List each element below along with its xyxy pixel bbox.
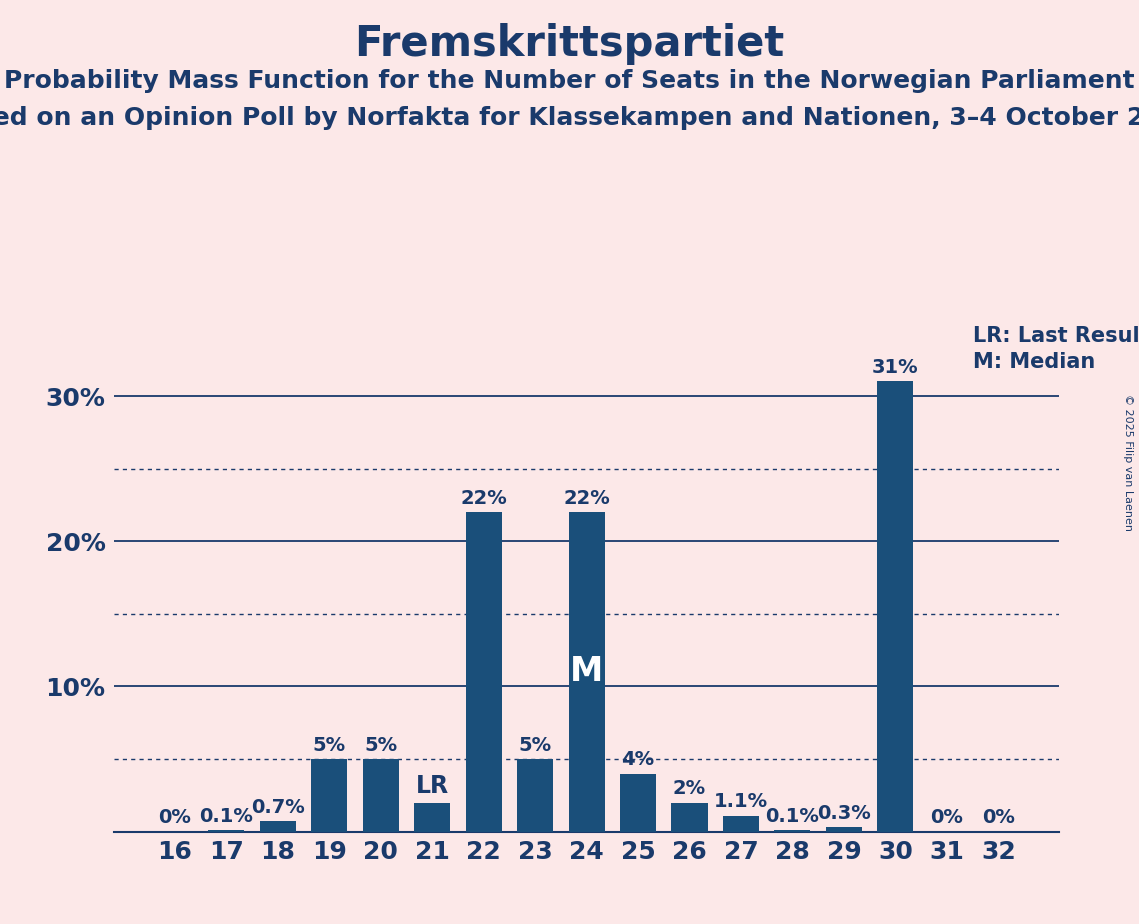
Text: Probability Mass Function for the Number of Seats in the Norwegian Parliament: Probability Mass Function for the Number… [5, 69, 1134, 93]
Text: 0%: 0% [931, 808, 964, 827]
Bar [466, 512, 501, 832]
Text: © 2025 Filip van Laenen: © 2025 Filip van Laenen [1123, 394, 1133, 530]
Bar [775, 830, 811, 832]
Text: Based on an Opinion Poll by Norfakta for Klassekampen and Nationen, 3–4 October : Based on an Opinion Poll by Norfakta for… [0, 106, 1139, 130]
Bar [260, 821, 296, 832]
Bar [723, 816, 759, 832]
Text: 4%: 4% [622, 750, 655, 769]
Bar [208, 830, 245, 832]
Text: M: Median: M: Median [973, 352, 1095, 372]
Text: 0.1%: 0.1% [199, 807, 253, 826]
Bar [362, 759, 399, 832]
Bar [877, 382, 913, 832]
Bar [672, 803, 707, 832]
Text: 1.1%: 1.1% [714, 792, 768, 811]
Text: M: M [570, 655, 604, 688]
Text: 22%: 22% [460, 489, 507, 508]
Bar [415, 803, 450, 832]
Text: 0.7%: 0.7% [251, 798, 305, 817]
Bar [620, 773, 656, 832]
Text: 5%: 5% [518, 736, 551, 755]
Text: 31%: 31% [872, 359, 919, 377]
Text: LR: LR [416, 774, 449, 798]
Text: 0.3%: 0.3% [817, 804, 871, 823]
Text: 5%: 5% [313, 736, 346, 755]
Bar [311, 759, 347, 832]
Text: 0.1%: 0.1% [765, 807, 819, 826]
Text: 2%: 2% [673, 779, 706, 798]
Text: 0%: 0% [158, 808, 191, 827]
Bar [826, 827, 862, 832]
Text: Fremskrittspartiet: Fremskrittspartiet [354, 23, 785, 65]
Text: 5%: 5% [364, 736, 398, 755]
Text: LR: Last Result: LR: Last Result [973, 326, 1139, 346]
Bar [517, 759, 554, 832]
Text: 0%: 0% [982, 808, 1015, 827]
Text: 22%: 22% [563, 489, 611, 508]
Bar [568, 512, 605, 832]
